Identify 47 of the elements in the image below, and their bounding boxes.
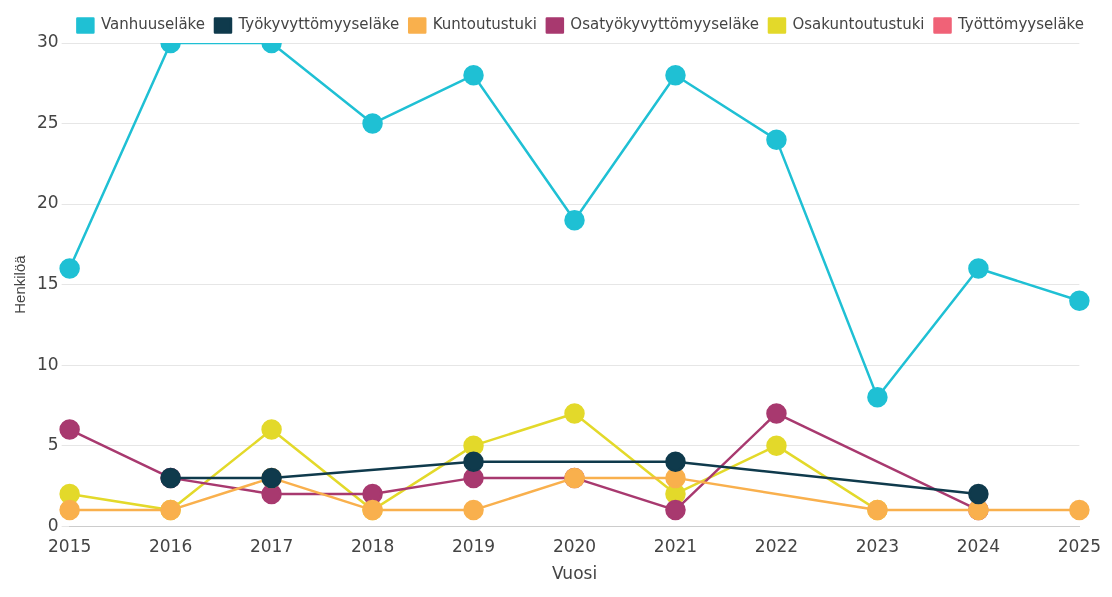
y-tick-label: 25: [36, 111, 59, 132]
y-tick-label: 30: [36, 31, 59, 52]
x-tick-label: 2016: [148, 535, 193, 556]
point: [968, 258, 989, 279]
point: [261, 419, 282, 440]
point: [665, 64, 686, 86]
legend-label: Osakuntoutustuki: [792, 15, 925, 34]
point: [463, 64, 484, 86]
point: [766, 129, 787, 150]
point: [766, 403, 787, 424]
y-tick-label: 0: [47, 514, 59, 535]
point: [968, 483, 989, 505]
x-tick-label: 2025: [1057, 535, 1101, 556]
x-tick-label: 2022: [754, 535, 799, 556]
y-tick-label: 10: [36, 353, 59, 374]
point: [59, 499, 80, 521]
x-tick-label: 2021: [653, 535, 698, 556]
point: [564, 209, 585, 231]
x-tick-label: 2017: [249, 535, 294, 556]
point: [1069, 290, 1090, 311]
legend-label: Kuntoutustuki: [432, 15, 537, 34]
point: [463, 451, 484, 473]
y-axis-title: Henkilöä: [11, 254, 29, 314]
x-tick-label: 2015: [48, 535, 92, 556]
x-tick-label: 2024: [956, 535, 1001, 556]
y-tick-label: 5: [47, 434, 59, 455]
point: [867, 387, 888, 408]
x-axis-title: Vuosi: [551, 563, 598, 584]
point: [665, 499, 686, 521]
point: [463, 499, 484, 521]
legend-label: Osatyökyvyttömyyseläke: [570, 15, 759, 34]
point: [362, 113, 383, 134]
point: [59, 419, 80, 440]
x-tick-label: 2023: [855, 535, 900, 556]
point: [59, 258, 80, 279]
point: [766, 435, 787, 456]
point: [665, 451, 686, 473]
legend-label: Työkyvyttömyyseläke: [237, 15, 400, 34]
x-tick-label: 2018: [350, 535, 395, 556]
point: [1069, 499, 1090, 521]
legend-label: Vanhuuseläke: [100, 15, 205, 34]
y-tick-label: 20: [36, 192, 59, 213]
x-tick-label: 2020: [552, 535, 597, 556]
legend-label: Työttömyyseläke: [957, 15, 1085, 34]
y-tick-label: 15: [36, 273, 59, 294]
x-tick-label: 2019: [451, 535, 496, 556]
point: [564, 403, 585, 424]
